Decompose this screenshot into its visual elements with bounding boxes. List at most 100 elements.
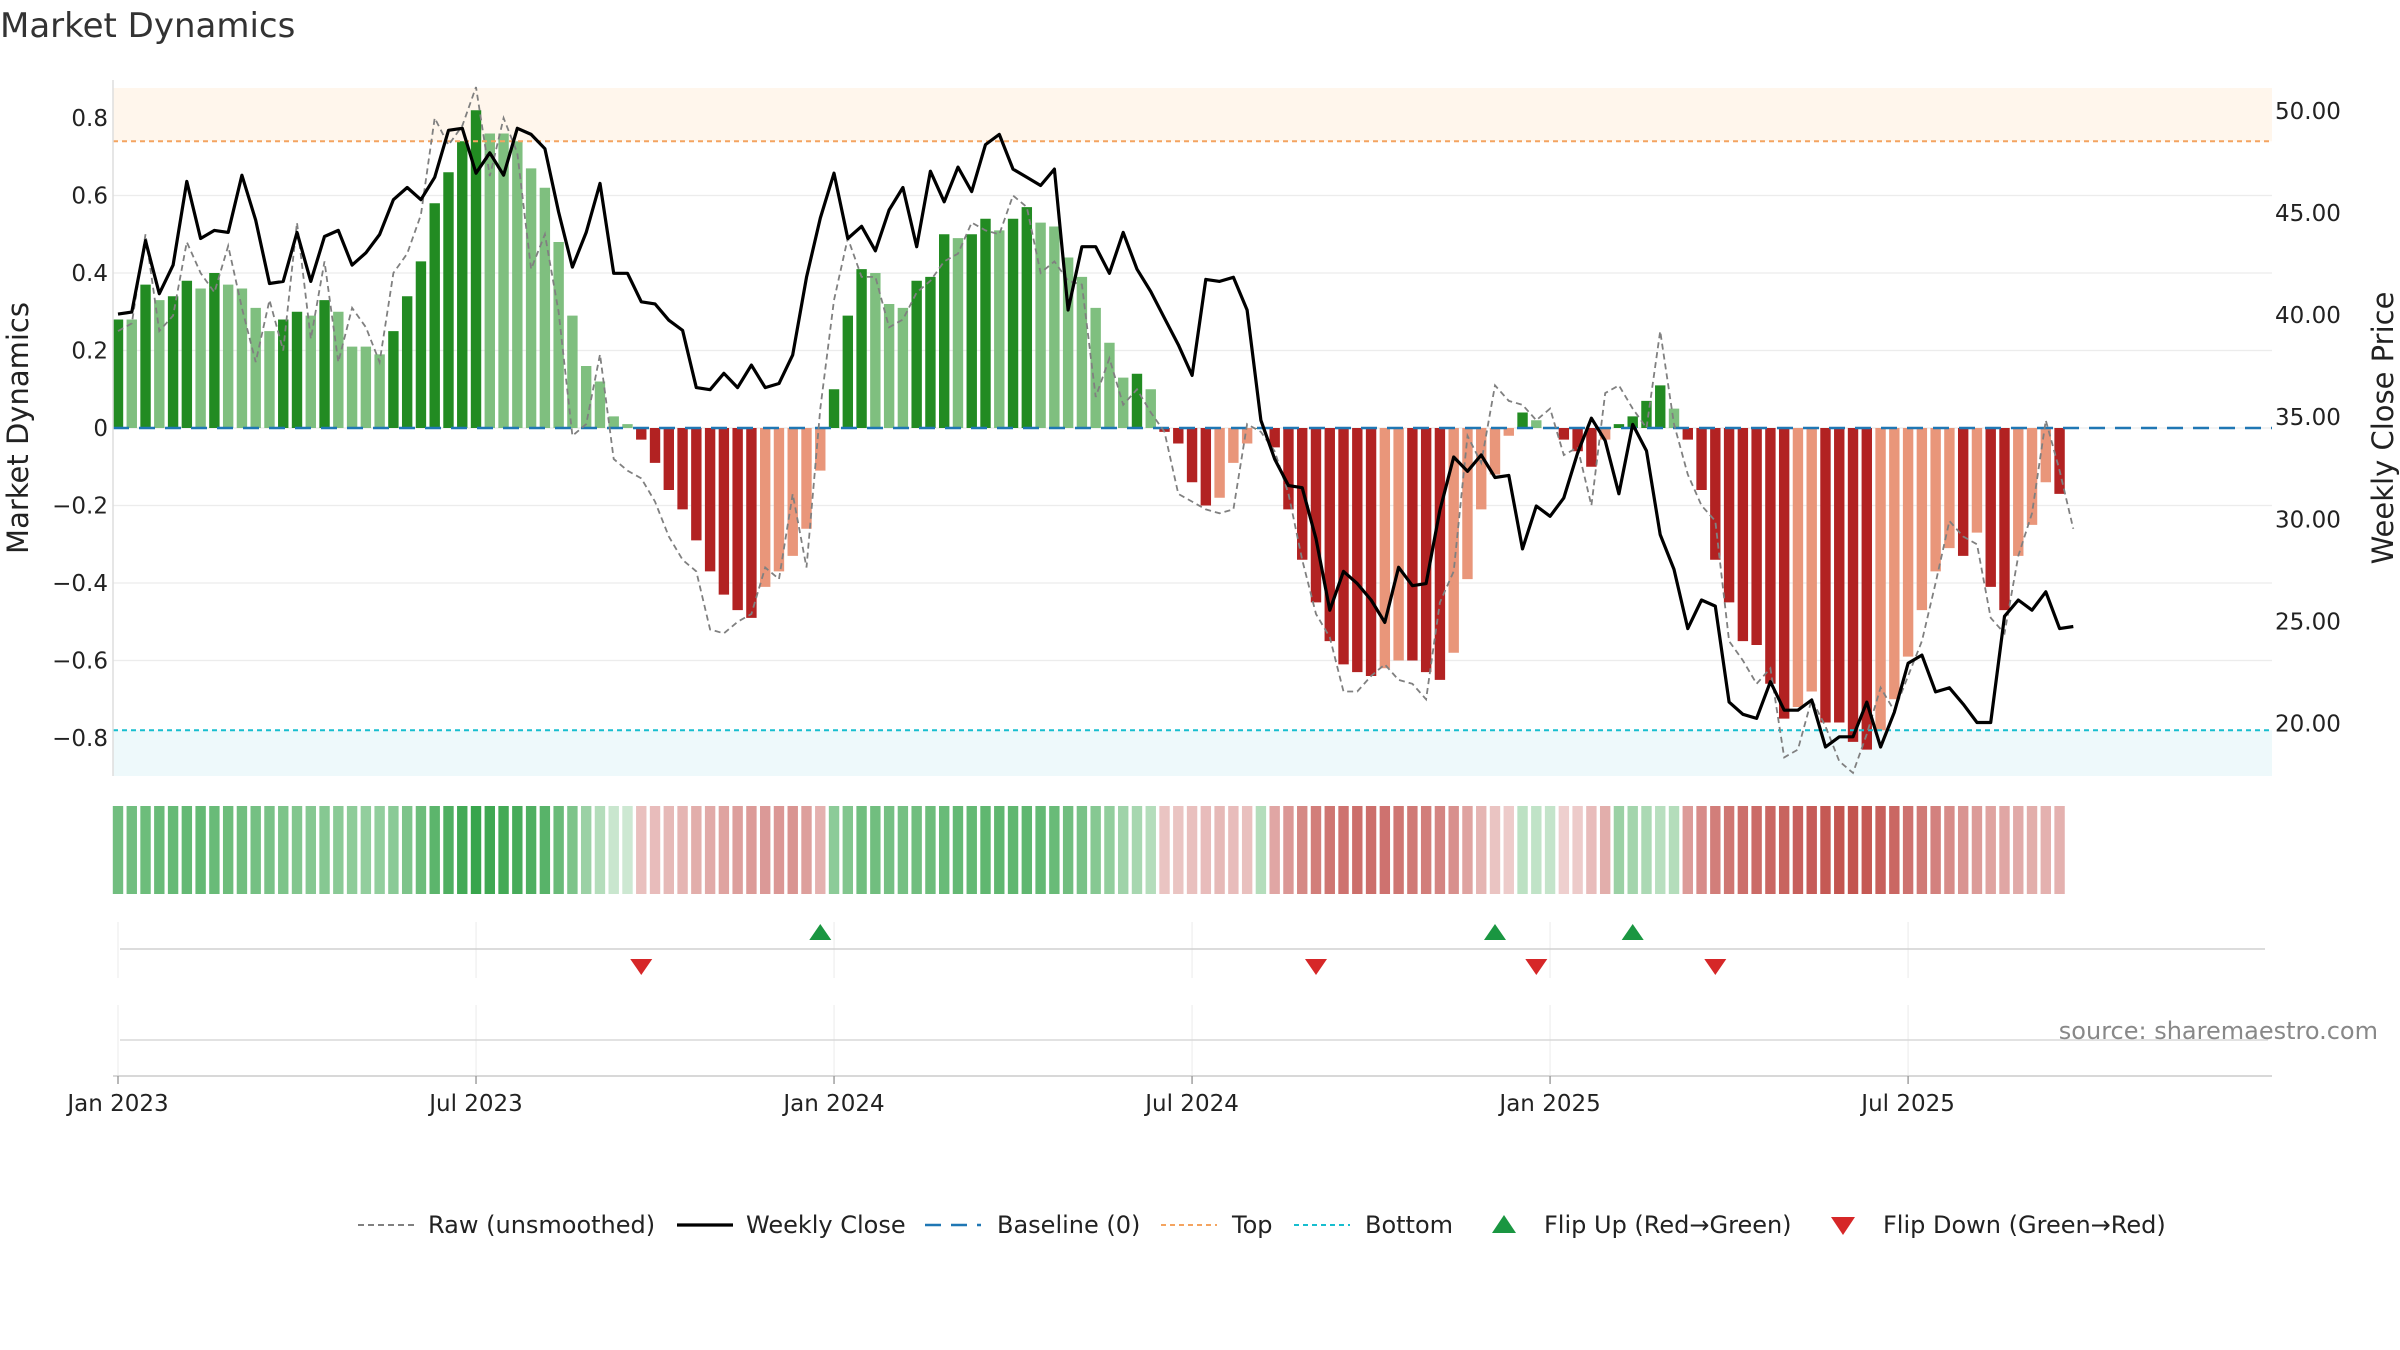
bar bbox=[1723, 428, 1735, 603]
dynamics-bars bbox=[112, 110, 2065, 750]
bar bbox=[1889, 428, 1900, 700]
strip-cell bbox=[759, 806, 771, 894]
bar bbox=[1957, 428, 1969, 556]
flip-up-marker bbox=[1621, 924, 1644, 940]
bar bbox=[952, 238, 964, 428]
bar bbox=[264, 331, 275, 428]
axes: 0.8 0.6 0.4 0.2 0 −0.2 −0.4 −0.6 −0.8 50.00 45.00 4… bbox=[1, 80, 2400, 776]
bar bbox=[1902, 428, 1914, 657]
bar bbox=[1173, 428, 1184, 444]
bar bbox=[401, 296, 413, 428]
legend-handle-flip-down bbox=[1831, 1217, 1855, 1235]
bar bbox=[195, 288, 206, 428]
strip-cell bbox=[567, 806, 578, 894]
strip-cell bbox=[1062, 806, 1074, 894]
strip-cell bbox=[1186, 806, 1198, 894]
bar bbox=[140, 284, 151, 428]
bar bbox=[1214, 428, 1225, 498]
y-tick-label-right: 30.00 bbox=[2275, 507, 2341, 533]
bar bbox=[1944, 428, 1955, 549]
strip-cell bbox=[1944, 806, 1955, 894]
strip-cell bbox=[1668, 806, 1680, 894]
bar bbox=[1159, 428, 1170, 432]
strip-cell bbox=[333, 806, 344, 894]
y-tick-label-right: 25.00 bbox=[2275, 609, 2341, 635]
strip-cell bbox=[1118, 806, 1129, 894]
bar bbox=[443, 172, 454, 428]
bar bbox=[608, 416, 619, 428]
bar bbox=[236, 288, 248, 428]
bar bbox=[815, 428, 826, 471]
strip-cell bbox=[1861, 806, 1872, 894]
bar bbox=[1241, 428, 1253, 444]
bar bbox=[1930, 428, 1941, 572]
strip-cell bbox=[1820, 806, 1831, 894]
bar bbox=[594, 381, 606, 428]
bar bbox=[1696, 428, 1707, 490]
strip-cell bbox=[264, 806, 275, 894]
bar bbox=[209, 273, 220, 428]
strip-cell bbox=[429, 806, 440, 894]
strip-cell bbox=[236, 806, 248, 894]
bar bbox=[1489, 428, 1501, 475]
strip-cell bbox=[278, 806, 289, 894]
strip-cell bbox=[815, 806, 826, 894]
bar bbox=[1228, 428, 1239, 463]
bar bbox=[1765, 428, 1776, 684]
weekly-close-line bbox=[117, 126, 2074, 749]
strip-cell bbox=[2040, 806, 2051, 894]
strip-cell bbox=[305, 806, 316, 894]
bar bbox=[1641, 400, 1652, 428]
bottom-panel: source: sharemaestro.com bbox=[113, 1005, 2378, 1077]
bar bbox=[691, 428, 702, 541]
y-tick-label-left: 0.2 bbox=[71, 339, 108, 365]
bar bbox=[856, 269, 867, 428]
legend-label-flip-up: Flip Up (Red→Green) bbox=[1544, 1211, 1792, 1239]
strip-cell bbox=[1834, 806, 1845, 894]
strip-cell bbox=[126, 806, 137, 894]
strip-cell bbox=[704, 806, 716, 894]
strip-cell bbox=[677, 806, 688, 894]
strip-cell bbox=[1049, 806, 1060, 894]
y-tick-label-right: 40.00 bbox=[2275, 303, 2341, 329]
bar bbox=[291, 311, 303, 428]
bar bbox=[1062, 257, 1074, 428]
bar bbox=[2054, 428, 2065, 494]
bar bbox=[1021, 207, 1033, 428]
bar bbox=[1076, 276, 1088, 428]
strip-cell bbox=[1076, 806, 1088, 894]
legend-label-top: Top bbox=[1231, 1211, 1273, 1239]
bar bbox=[415, 261, 427, 428]
bar bbox=[429, 203, 440, 428]
bar bbox=[1999, 428, 2010, 611]
strip-cell bbox=[2026, 806, 2038, 894]
strip-cell bbox=[1889, 806, 1900, 894]
bar bbox=[388, 331, 399, 428]
strip-cell bbox=[1255, 806, 1267, 894]
bar bbox=[1572, 428, 1583, 452]
strip-cell bbox=[539, 806, 551, 894]
bar bbox=[1462, 428, 1473, 580]
bar bbox=[883, 304, 895, 428]
strip-cell bbox=[1985, 806, 1996, 894]
strip-cell bbox=[1214, 806, 1225, 894]
strip-cell bbox=[594, 806, 606, 894]
strip-cell bbox=[457, 806, 468, 894]
x-tick-label: Jan 2024 bbox=[781, 1091, 884, 1117]
bar bbox=[1393, 428, 1404, 661]
strip-cell bbox=[1420, 806, 1432, 894]
strip-cell bbox=[1283, 806, 1294, 894]
bar bbox=[305, 315, 316, 428]
bar bbox=[966, 234, 977, 428]
bar bbox=[539, 187, 551, 428]
bar bbox=[704, 428, 716, 572]
strip-cell bbox=[1173, 806, 1184, 894]
strip-cell bbox=[470, 806, 482, 894]
bar bbox=[1420, 428, 1432, 673]
bar bbox=[1655, 385, 1666, 428]
bar bbox=[1090, 307, 1101, 428]
strip-cell bbox=[1503, 806, 1514, 894]
strip-cell bbox=[401, 806, 413, 894]
raw-line bbox=[117, 86, 2075, 775]
flip-down-marker bbox=[1525, 959, 1548, 975]
